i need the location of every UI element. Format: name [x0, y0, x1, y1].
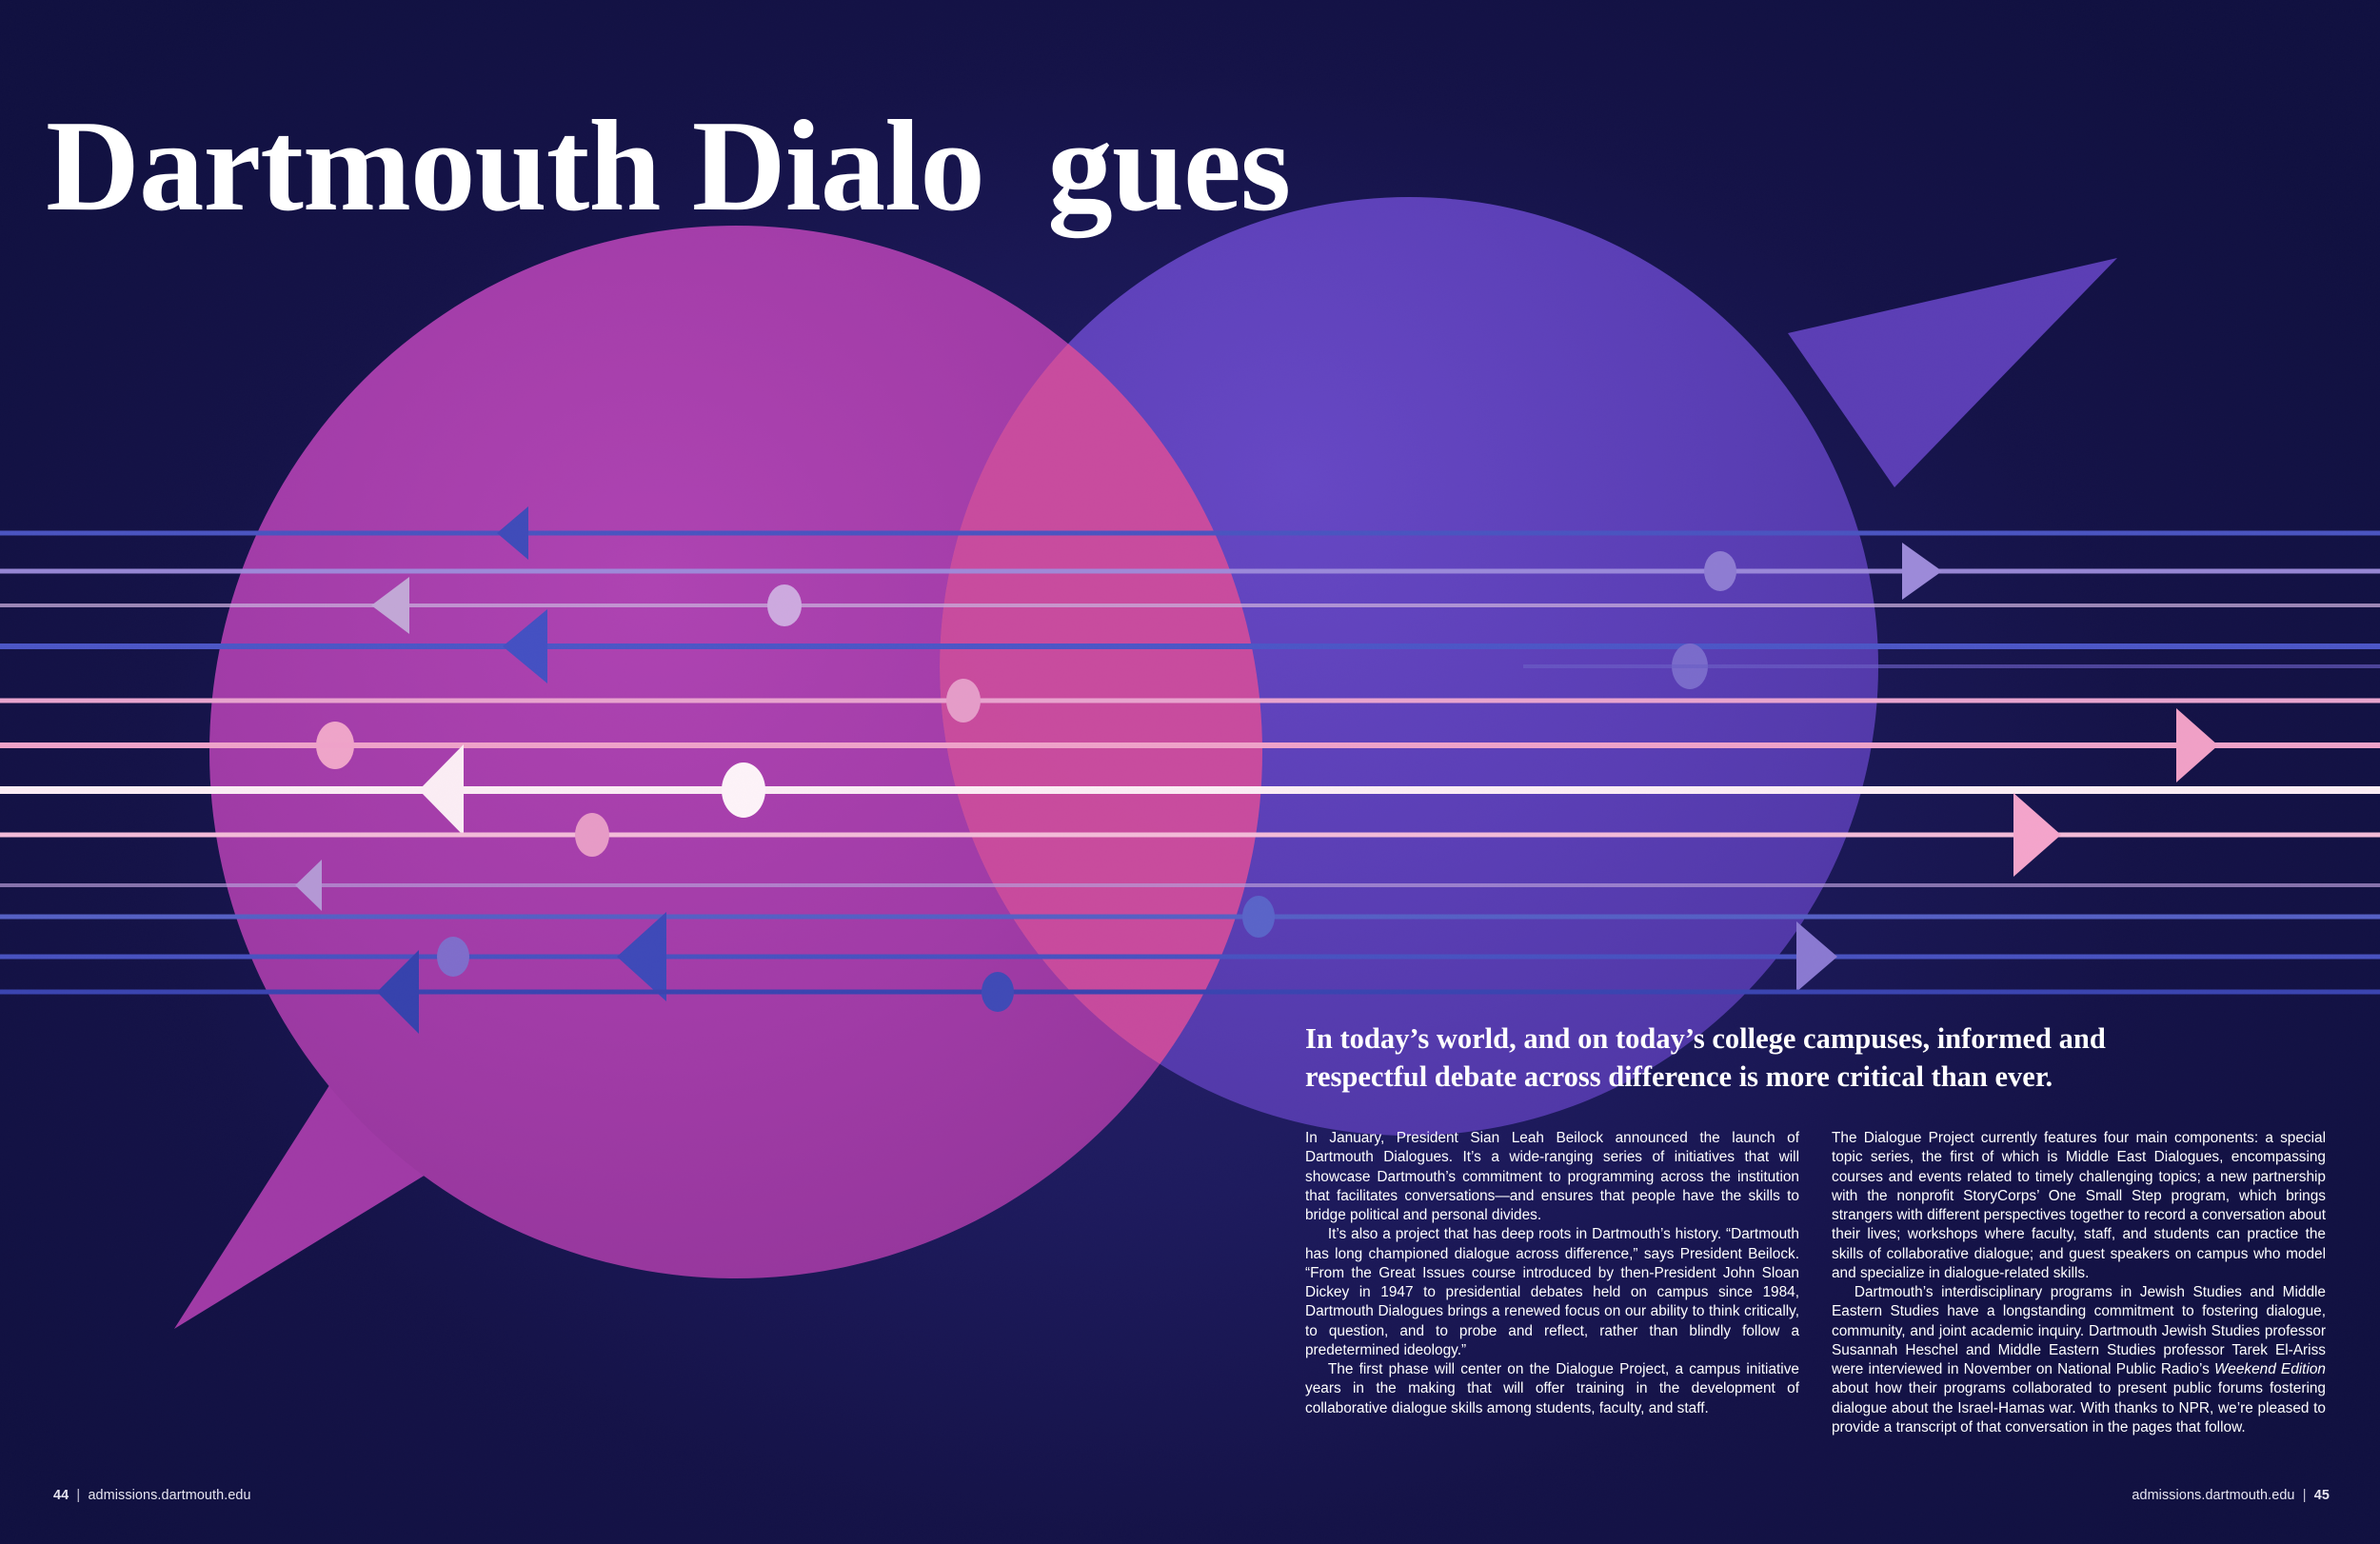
- folio-right: admissions.dartmouth.edu | 45: [2132, 1488, 2330, 1503]
- body-paragraph: It’s also a project that has deep roots …: [1305, 1226, 1799, 1358]
- body-paragraph: The Dialogue Project currently features …: [1832, 1130, 2327, 1281]
- publication-title: Weekend Edition: [2214, 1361, 2326, 1377]
- pull-quote: In today’s world, and on today’s college…: [1305, 1022, 2106, 1093]
- body-column-right: The Dialogue Project currently features …: [1832, 1129, 2326, 1437]
- body-paragraph: The first phase will center on the Dialo…: [1305, 1361, 1799, 1416]
- page-title: Dartmouth Dialo gues: [46, 92, 1291, 238]
- body-text-run: about how their programs collaborated to…: [1832, 1380, 2326, 1435]
- footer-url-left: admissions.dartmouth.edu: [88, 1488, 251, 1503]
- page-number-right: 45: [2313, 1488, 2330, 1503]
- folio-separator: |: [2294, 1488, 2314, 1503]
- body-paragraph: In January, President Sian Leah Beilock …: [1305, 1130, 1799, 1223]
- body-text-run: Dartmouth’s interdisciplinary programs i…: [1832, 1284, 2326, 1377]
- folio-left: 44 | admissions.dartmouth.edu: [53, 1488, 251, 1503]
- page-number-left: 44: [53, 1488, 69, 1503]
- body-paragraph: Dartmouth’s interdisciplinary programs i…: [1832, 1283, 2326, 1437]
- footer-url-right: admissions.dartmouth.edu: [2132, 1488, 2295, 1503]
- folio-separator: |: [69, 1488, 89, 1503]
- body-column-left: In January, President Sian Leah Beilock …: [1305, 1129, 1799, 1418]
